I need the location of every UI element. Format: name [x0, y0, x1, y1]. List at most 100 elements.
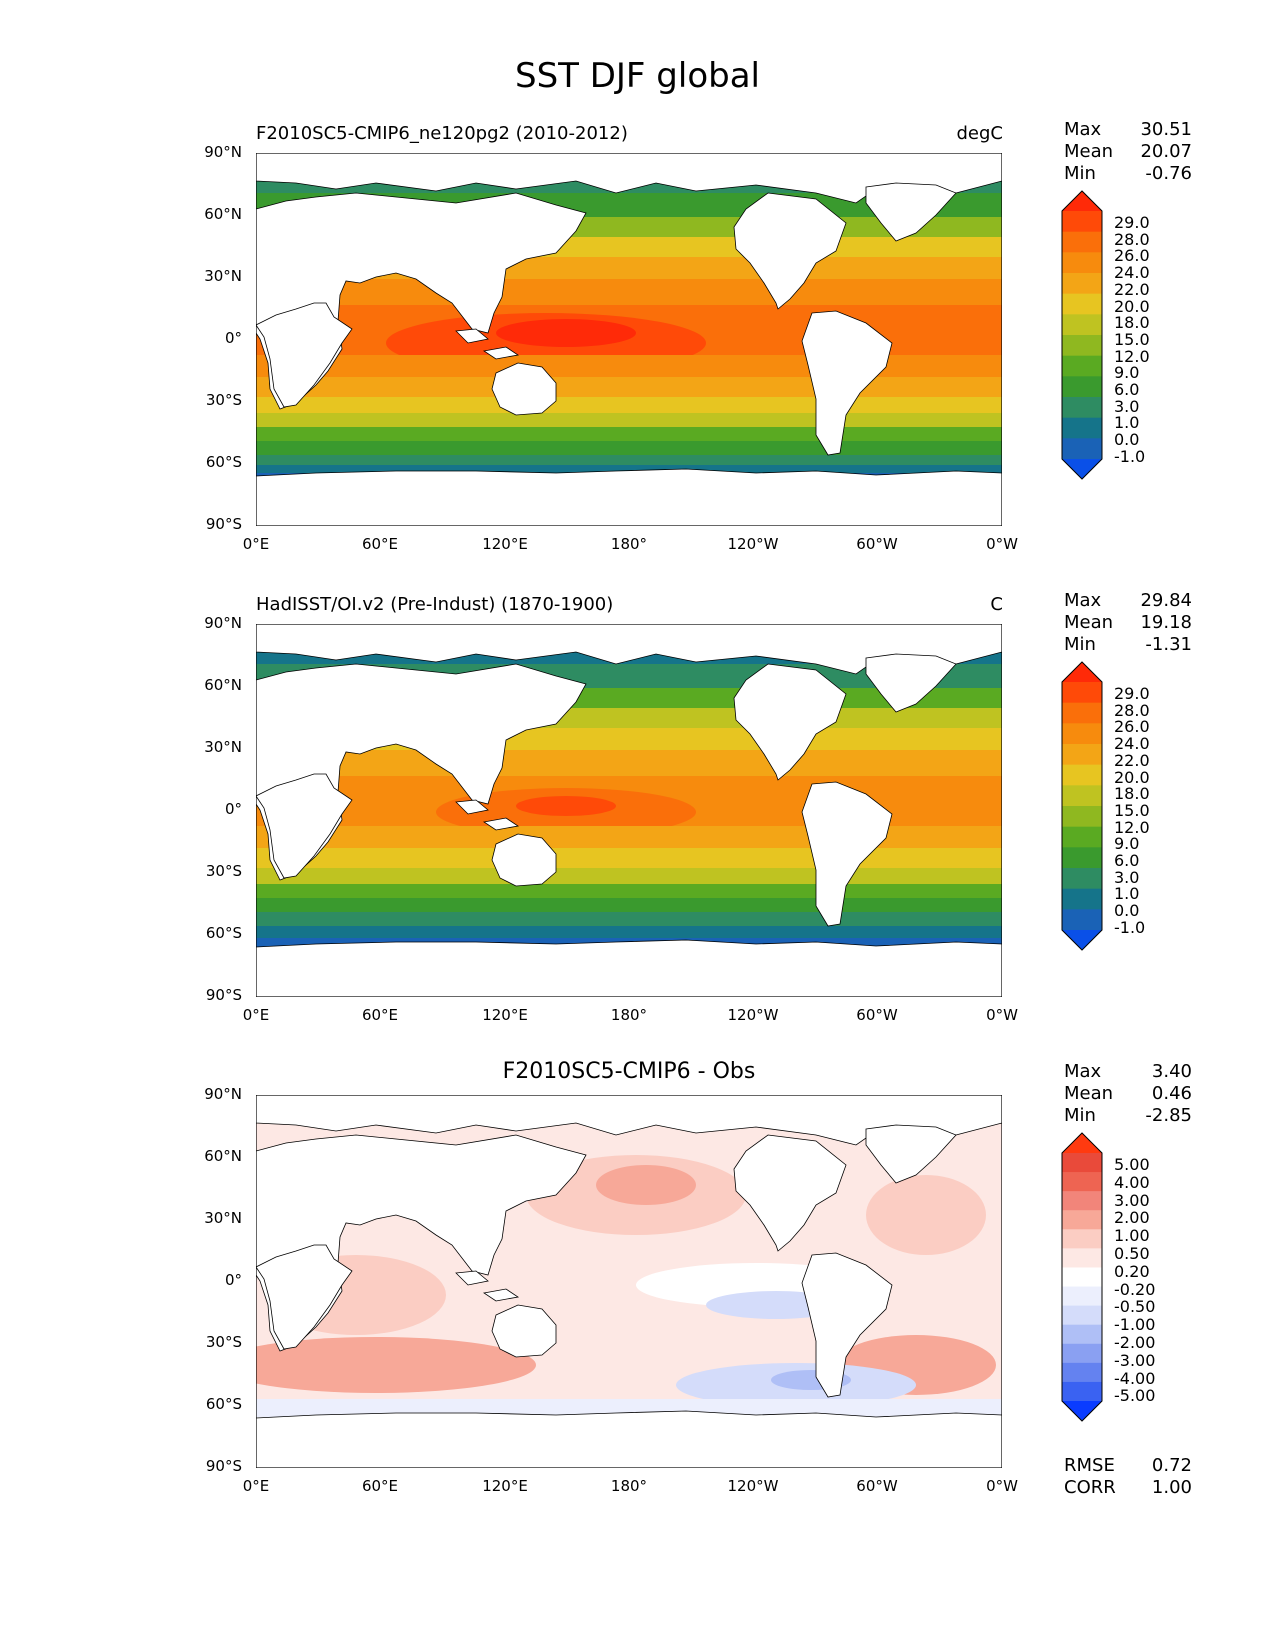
panel-difference: F2010SC5-CMIP6 - Obs 90°N 60°N 30°N — [0, 1059, 1275, 1535]
y-tick: 90°N — [204, 1085, 242, 1103]
colorbar-tick-label: 24.0 — [1114, 734, 1150, 754]
y-tick: 60°N — [204, 676, 242, 694]
x-tick: 60°W — [856, 1006, 898, 1024]
colorbar-segment — [1062, 273, 1102, 295]
colorbar-tick-label: 20.0 — [1114, 767, 1150, 787]
colorbar-segment — [1062, 252, 1102, 274]
colorbar-tick-label: 5.00 — [1114, 1155, 1150, 1174]
stats-box: Max 3.40 Mean 0.46 Min -2.85 — [1064, 1061, 1192, 1127]
colorbar-segment — [1062, 211, 1102, 233]
x-tick: 60°E — [361, 1477, 399, 1495]
map-plot — [256, 153, 1002, 526]
y-tick: 60°N — [204, 1147, 242, 1165]
stat-max: 29.84 — [1140, 590, 1192, 611]
colorbar-tick-label: -0.50 — [1114, 1297, 1156, 1317]
colorbar-segment — [1062, 909, 1102, 931]
colorbar-segment — [1062, 1153, 1102, 1173]
colorbar-tick-label: -1.0 — [1114, 446, 1146, 466]
colorbar-tick-label: 9.0 — [1114, 363, 1140, 383]
colorbar — [1061, 661, 1103, 951]
colorbar-tick-label: 3.0 — [1114, 867, 1140, 887]
stat-label: Min — [1064, 634, 1096, 655]
colorbar-tick-label: 18.0 — [1114, 784, 1150, 804]
colorbar-segment — [1062, 723, 1102, 745]
colorbar-segment — [1062, 1267, 1102, 1288]
colorbar-tick-label: 12.0 — [1114, 346, 1150, 366]
x-tick: 180° — [610, 535, 648, 553]
y-tick: 60°S — [205, 453, 242, 471]
colorbar-extend-bottom — [1062, 930, 1102, 950]
colorbar-segment — [1062, 231, 1102, 253]
colorbar-tick-label: 9.0 — [1114, 834, 1140, 854]
colorbar-segment — [1062, 1324, 1102, 1345]
colorbar-tick-label: 1.00 — [1114, 1226, 1150, 1246]
colorbar-tick-label: 3.0 — [1114, 396, 1140, 416]
x-tick: 120°W — [727, 1477, 779, 1495]
colorbar-segment — [1062, 1172, 1102, 1192]
stat-label: Min — [1064, 163, 1096, 184]
colorbar-tick-label: 0.0 — [1114, 430, 1140, 450]
panel-title: HadISST/OI.v2 (Pre-Indust) (1870-1900) — [256, 594, 614, 615]
colorbar-tick-label: 12.0 — [1114, 817, 1150, 837]
colorbar-segment — [1062, 1248, 1102, 1268]
rmse-value: 0.72 — [1151, 1455, 1192, 1476]
colorbar-tick-label: 29.0 — [1114, 684, 1150, 703]
y-tick: 30°S — [205, 1333, 242, 1351]
colorbar-tick-label: 22.0 — [1114, 279, 1150, 299]
stat-min: -1.31 — [1145, 634, 1192, 655]
colorbar-segment — [1062, 1210, 1102, 1230]
colorbar-tick-label: -5.00 — [1114, 1386, 1156, 1406]
colorbar-outline — [1061, 190, 1103, 480]
corr-label: CORR — [1064, 1477, 1116, 1498]
colorbar-segment — [1062, 764, 1102, 786]
colorbar-segment — [1062, 847, 1102, 869]
y-tick: 30°S — [205, 391, 242, 409]
colorbar-segment — [1062, 397, 1102, 419]
colorbar-segment — [1062, 888, 1102, 910]
colorbar-segment — [1062, 438, 1102, 460]
y-tick: 90°S — [205, 515, 242, 533]
stat-label: Mean — [1064, 612, 1114, 633]
colorbar-segment — [1062, 806, 1102, 828]
y-tick: 30°N — [204, 267, 242, 285]
colorbar-segment — [1062, 868, 1102, 890]
panel-title: F2010SC5-CMIP6_ne120pg2 (2010-2012) — [256, 123, 628, 144]
colorbar-outline — [1061, 1132, 1103, 1422]
colorbar-tick-label: 0.20 — [1114, 1261, 1150, 1281]
figure-title: SST DJF global — [514, 56, 760, 96]
colorbar-tick-label: 29.0 — [1114, 213, 1150, 232]
colorbar-tick-label: 4.00 — [1114, 1172, 1150, 1192]
stat-max: 30.51 — [1140, 119, 1192, 140]
stat-max: 3.40 — [1151, 1061, 1192, 1082]
colorbar-segment — [1062, 417, 1102, 439]
colorbar-tick-label: -3.00 — [1114, 1350, 1156, 1370]
y-tick: 0° — [224, 800, 242, 818]
skill-scores: RMSE 0.72 CORR 1.00 — [1064, 1455, 1192, 1499]
units-label: C — [990, 594, 1003, 615]
colorbar-tick-label: 26.0 — [1114, 717, 1150, 737]
map-plot — [256, 624, 1002, 997]
panel-obs: HadISST/OI.v2 (Pre-Indust) (1870-1900) C — [0, 590, 1275, 1064]
panel-title: F2010SC5-CMIP6 - Obs — [502, 1059, 756, 1084]
stat-label: Max — [1064, 590, 1102, 611]
y-tick: 90°S — [205, 1457, 242, 1475]
y-tick: 30°S — [205, 862, 242, 880]
y-tick: 0° — [224, 329, 242, 347]
colorbar-segment — [1062, 314, 1102, 336]
colorbar-tick-label: 20.0 — [1114, 296, 1150, 316]
x-tick: 60°W — [856, 1477, 898, 1495]
colorbar-extend-top — [1062, 662, 1102, 682]
y-tick: 0° — [224, 1271, 242, 1289]
x-tick: 0°W — [986, 1006, 1018, 1024]
colorbar-tick-label: 1.0 — [1114, 884, 1140, 904]
x-tick: 180° — [610, 1477, 648, 1495]
y-tick: 90°S — [205, 986, 242, 1004]
colorbar-tick-label: 15.0 — [1114, 800, 1150, 820]
x-tick: 120°W — [727, 1006, 779, 1024]
colorbar-tick-label: 0.0 — [1114, 901, 1140, 921]
map-plot — [256, 1095, 1002, 1468]
colorbar-tick-label: 2.00 — [1114, 1208, 1150, 1228]
stat-min: -2.85 — [1145, 1105, 1192, 1126]
y-tick: 60°S — [205, 1395, 242, 1413]
stat-min: -0.76 — [1145, 163, 1192, 184]
